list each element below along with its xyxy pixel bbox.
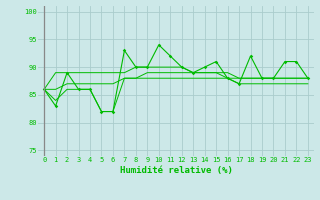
- X-axis label: Humidité relative (%): Humidité relative (%): [120, 166, 232, 175]
